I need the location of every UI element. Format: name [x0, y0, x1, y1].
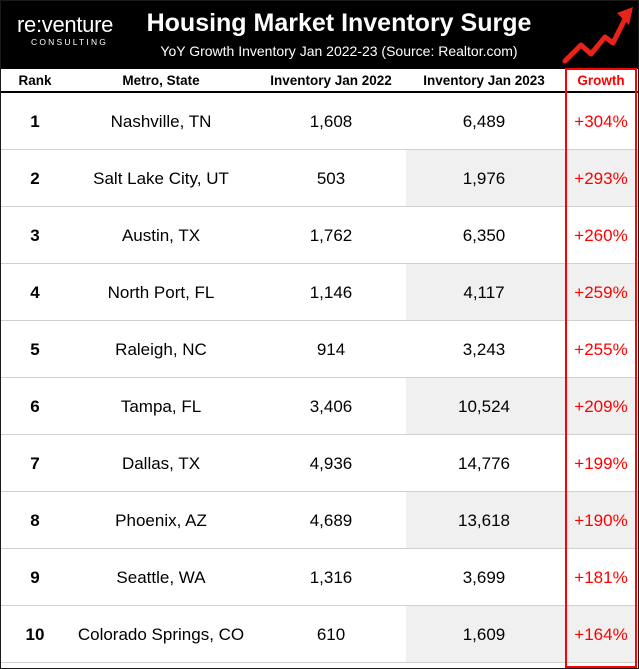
growth-cell: +164%	[574, 625, 628, 644]
table-row: 2 Salt Lake City, UT 503 1,976 +293%	[1, 150, 638, 207]
table-row: 9 Seattle, WA 1,316 3,699 +181%	[1, 549, 638, 606]
column-header-inventory-2022-label: Inventory Jan 2022	[270, 73, 392, 88]
logo-wordmark: re:venture	[17, 12, 114, 37]
row-shading	[406, 492, 638, 549]
row-divider	[1, 320, 638, 321]
rank-cell: 9	[30, 568, 40, 587]
inventory-2022-cell: 1,762	[309, 226, 353, 245]
row-shading	[406, 264, 638, 321]
company-logo: re:venture CONSULTING	[17, 12, 114, 48]
metro-cell: Tampa, FL	[120, 397, 202, 416]
inventory-2022-cell: 4,689	[309, 511, 353, 530]
row-divider	[1, 605, 638, 606]
inventory-2023-cell: 6,350	[462, 226, 506, 245]
rank-cell: 7	[30, 454, 40, 473]
inventory-2023-cell: 1,609	[462, 625, 506, 644]
inventory-2023-cell: 10,524	[458, 397, 510, 416]
rank-cell: 5	[30, 340, 40, 359]
row-shading	[406, 378, 638, 435]
inventory-2022-cell: 914	[316, 340, 346, 359]
rank-cell: 1	[30, 112, 40, 131]
growth-cell: +181%	[574, 568, 628, 587]
inventory-2023-cell: 13,618	[458, 511, 510, 530]
row-divider	[1, 263, 638, 264]
header-banner: re:venture CONSULTING Housing Market Inv…	[1, 1, 638, 69]
rank-cell: 8	[30, 511, 40, 530]
inventory-2022-cell: 610	[316, 625, 346, 644]
rank-cell: 3	[30, 226, 40, 245]
growth-cell: +209%	[574, 397, 628, 416]
inventory-2023-cell: 3,699	[462, 568, 506, 587]
row-divider	[1, 149, 638, 150]
chart-title: Housing Market Inventory Surge	[146, 9, 532, 37]
inventory-2023-cell: 4,117	[463, 283, 505, 302]
growth-cell: +199%	[574, 454, 628, 473]
chart-subtitle: YoY Growth Inventory Jan 2022-23 (Source…	[160, 43, 518, 59]
row-divider	[1, 548, 638, 549]
inventory-2023-cell: 1,976	[462, 169, 506, 188]
column-header-growth: Growth	[565, 69, 637, 93]
table-row: 3 Austin, TX 1,762 6,350 +260%	[1, 207, 638, 264]
column-header-inventory-2023: Inventory Jan 2023	[409, 69, 559, 93]
inventory-2022-cell: 1,608	[309, 112, 353, 131]
metro-cell: Phoenix, AZ	[115, 511, 207, 530]
table-row: 5 Raleigh, NC 914 3,243 +255%	[1, 321, 638, 378]
inventory-2022-cell: 1,146	[309, 283, 353, 302]
table-row: 6 Tampa, FL 3,406 10,524 +209%	[1, 378, 638, 435]
row-shading	[406, 606, 638, 663]
rank-cell: 6	[30, 397, 40, 416]
table-row: 10 Colorado Springs, CO 610 1,609 +164%	[1, 606, 638, 663]
rank-cell: 2	[30, 169, 40, 188]
row-divider	[1, 434, 638, 435]
table-row: 7 Dallas, TX 4,936 14,776 +199%	[1, 435, 638, 492]
row-shading	[406, 150, 638, 207]
logo-tagline: CONSULTING	[31, 37, 109, 47]
inventory-2023-cell: 14,776	[458, 454, 510, 473]
column-header-metro-label: Metro, State	[122, 73, 200, 88]
inventory-2022-cell: 3,406	[309, 397, 353, 416]
column-header-inventory-2022: Inventory Jan 2022	[253, 69, 409, 93]
growth-cell: +293%	[574, 169, 628, 188]
column-header-rank-label: Rank	[18, 73, 52, 88]
table-row: 1 Nashville, TN 1,608 6,489 +304%	[1, 93, 638, 150]
table-row: 8 Phoenix, AZ 4,689 13,618 +190%	[1, 492, 638, 549]
growth-cell: +260%	[574, 226, 628, 245]
inventory-2022-cell: 503	[316, 169, 346, 188]
metro-cell: Salt Lake City, UT	[93, 169, 229, 188]
rank-cell: 10	[25, 625, 45, 644]
column-header-metro: Metro, State	[69, 69, 253, 93]
metro-cell: Seattle, WA	[116, 568, 206, 587]
inventory-2022-cell: 4,936	[309, 454, 353, 473]
metro-cell: Colorado Springs, CO	[77, 625, 245, 644]
rank-cell: 4	[30, 283, 40, 302]
metro-cell: North Port, FL	[107, 283, 215, 302]
growth-cell: +259%	[574, 283, 628, 302]
row-divider	[1, 377, 638, 378]
column-header-inventory-2023-label: Inventory Jan 2023	[423, 73, 545, 88]
metro-cell: Raleigh, NC	[115, 340, 207, 359]
growth-cell: +255%	[574, 340, 628, 359]
table-row: 4 North Port, FL 1,146 4,117 +259%	[1, 264, 638, 321]
growth-cell: +190%	[574, 511, 628, 530]
metro-cell: Austin, TX	[121, 226, 201, 245]
inventory-2023-cell: 3,243	[462, 340, 506, 359]
column-header-growth-label: Growth	[577, 73, 625, 88]
growth-cell: +304%	[574, 112, 628, 131]
inventory-2022-cell: 1,316	[309, 568, 353, 587]
header-divider	[1, 91, 638, 93]
row-divider	[1, 491, 638, 492]
metro-cell: Nashville, TN	[110, 112, 212, 131]
metro-cell: Dallas, TX	[121, 454, 201, 473]
row-divider	[1, 662, 638, 663]
rising-trend-arrow-icon	[562, 7, 633, 64]
inventory-2023-cell: 6,489	[462, 112, 506, 131]
row-divider	[1, 206, 638, 207]
column-header-rank: Rank	[1, 69, 69, 93]
